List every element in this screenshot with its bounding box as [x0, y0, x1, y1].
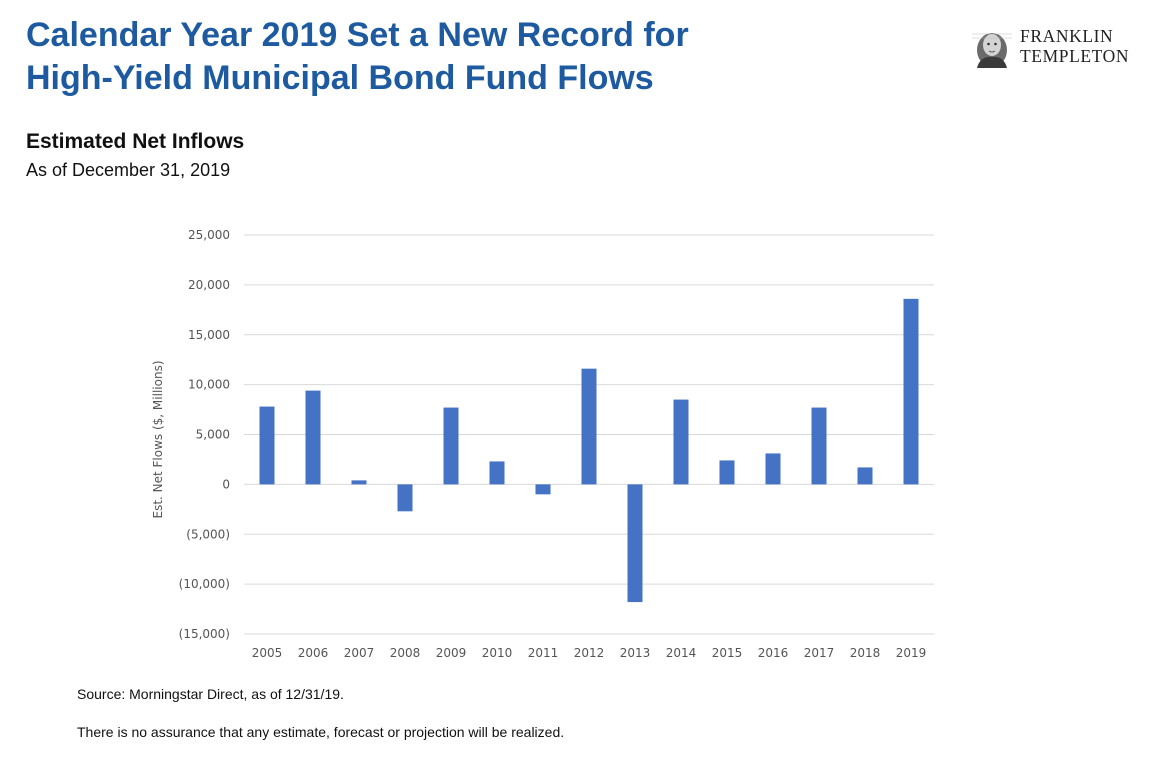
- bar-2005: [259, 406, 275, 485]
- x-tick-label: 2013: [620, 646, 651, 660]
- bar-2015: [719, 460, 735, 485]
- brand-line-2: TEMPLETON: [1020, 46, 1130, 66]
- page-title-line-1: Calendar Year 2019 Set a New Record for: [26, 16, 689, 54]
- x-tick-label: 2010: [482, 646, 513, 660]
- y-tick-label: 5,000: [196, 428, 230, 442]
- net-flows-bar-chart: 25,000 20,000 15,000 10,000 5,000 0 (5,000) (10…: [151, 228, 934, 660]
- x-tick-label: 2016: [758, 646, 789, 660]
- disclaimer-note: There is no assurance that any estimate,…: [77, 724, 565, 740]
- brand-wordmark: FRANKLIN TEMPLETON: [1020, 26, 1129, 66]
- x-tick-label: 2006: [298, 646, 329, 660]
- bar-2014: [673, 399, 689, 485]
- bar-2017: [811, 407, 827, 485]
- x-tick-label: 2015: [712, 646, 743, 660]
- franklin-templeton-logo: FRANKLIN TEMPLETON: [968, 26, 1158, 70]
- y-tick-label: 25,000: [188, 228, 230, 242]
- x-tick-label: 2011: [528, 646, 559, 660]
- source-note: Source: Morningstar Direct, as of 12/31/…: [77, 686, 344, 702]
- bar-2006: [305, 390, 321, 485]
- bar-2013: [627, 484, 643, 603]
- bar-2010: [489, 461, 505, 485]
- bar-2009: [443, 407, 459, 485]
- bar-2007: [351, 480, 367, 485]
- x-tick-label: 2019: [896, 646, 927, 660]
- x-tick-label: 2012: [574, 646, 605, 660]
- y-tick-label: 10,000: [188, 378, 230, 392]
- chart-subtitle: Estimated Net Inflows: [26, 130, 245, 153]
- bar-2019: [903, 298, 919, 485]
- y-tick-label: (10,000): [179, 577, 230, 591]
- x-tick-label: 2009: [436, 646, 467, 660]
- y-tick-label: 20,000: [188, 278, 230, 292]
- x-tick-label: 2008: [390, 646, 421, 660]
- x-tick-label: 2007: [344, 646, 375, 660]
- bar-2016: [765, 453, 781, 485]
- y-axis-label: Est. Net Flows ($, Millions): [151, 360, 165, 518]
- x-tick-label: 2014: [666, 646, 697, 660]
- bar-2011: [535, 484, 551, 495]
- page-title: Calendar Year 2019 Set a New Record for …: [26, 14, 926, 100]
- bar-2008: [397, 484, 413, 512]
- x-tick-label: 2017: [804, 646, 835, 660]
- bar-2012: [581, 368, 597, 485]
- y-tick-label: 0: [222, 477, 230, 491]
- x-tick-label: 2005: [252, 646, 283, 660]
- y-tick-label: 15,000: [188, 328, 230, 342]
- x-tick-label: 2018: [850, 646, 881, 660]
- y-tick-label: (15,000): [179, 627, 230, 641]
- page-title-line-2: High-Yield Municipal Bond Fund Flows: [26, 59, 654, 97]
- benjamin-franklin-portrait-icon: [968, 28, 1016, 68]
- bar-2018: [857, 467, 873, 485]
- as-of-date: As of December 31, 2019: [26, 160, 231, 180]
- y-tick-label: (5,000): [186, 527, 230, 541]
- brand-line-1: FRANKLIN: [1020, 26, 1114, 46]
